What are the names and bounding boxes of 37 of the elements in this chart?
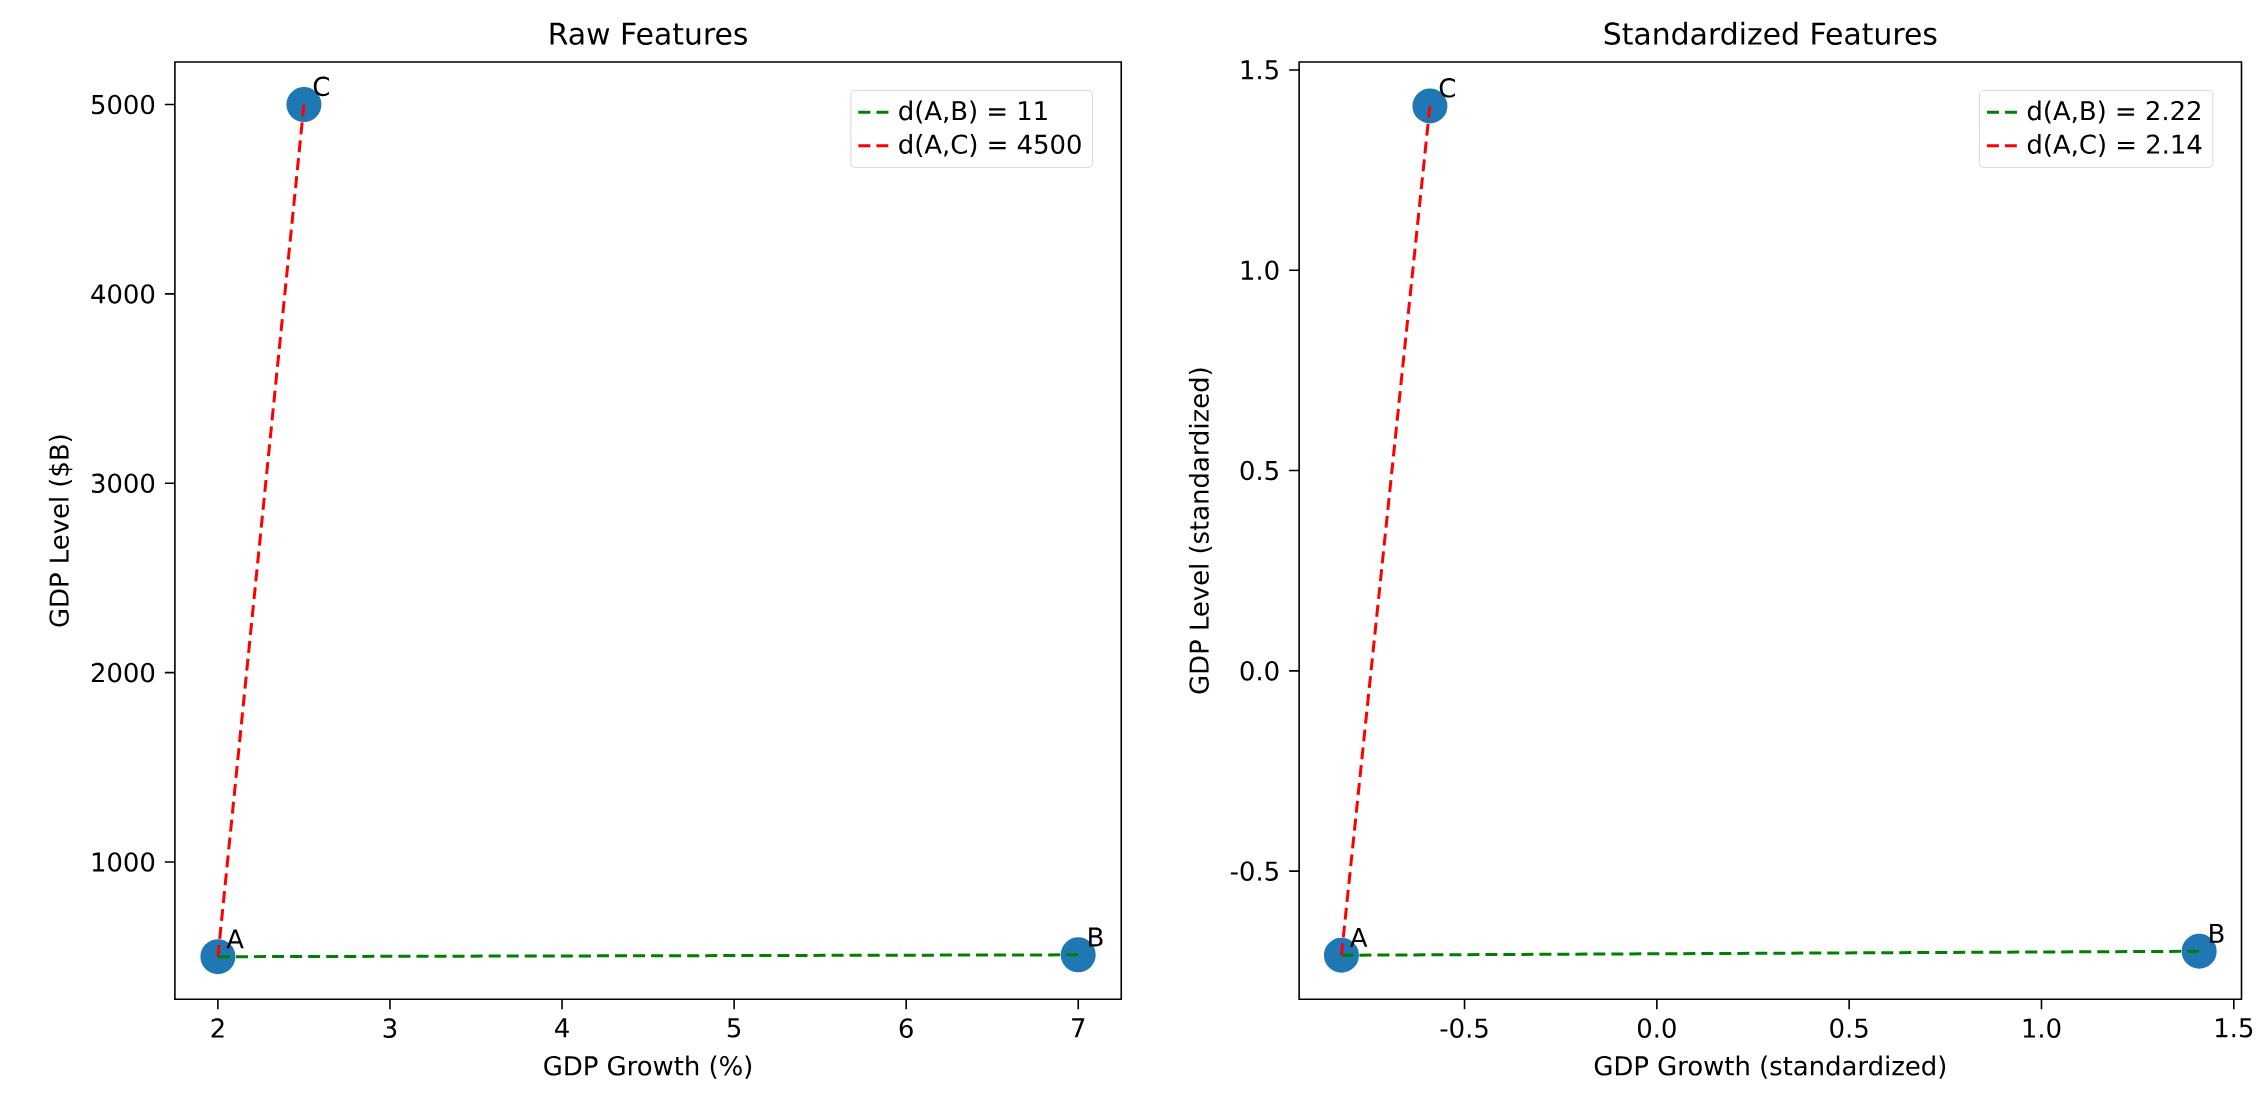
y-tick-label: 0.0 [1240,660,1279,681]
legend-label: d(A,C) = 2.14 [2027,133,2202,157]
x-tick-label: 3 [383,1018,397,1038]
x-tick-label: 4 [555,1018,569,1038]
y-tick-label: 1000 [92,852,155,872]
x-axis-title: GDP Growth (%) [544,1055,752,1079]
x-tick-label: 1.0 [2023,1018,2061,1038]
annotation: B [2210,923,2224,943]
annotation: B [1089,927,1103,947]
x-tick-label: 2 [211,1018,224,1038]
chart-title: Raw Features [550,22,747,45]
y-tick-label: 0.5 [1240,460,1278,481]
x-tick-label: -0.5 [1440,1018,1488,1038]
y-tick-label: 1.5 [1241,60,1278,80]
annotation: A [1350,927,1368,947]
y-tick-label: 3000 [91,473,155,493]
x-tick-label: 6 [899,1018,913,1038]
legend-label: d(A,C) = 4500 [899,133,1081,157]
y-axis-title: GDP Level (standardized) [1188,368,1212,694]
x-tick-label: 1.5 [2216,1018,2253,1038]
y-tick-label: 1.0 [1241,260,1279,280]
legend-label: d(A,B) = 11 [899,100,1047,124]
y-tick-label: -0.5 [1230,861,1278,881]
x-axis-title: GDP Growth (standardized) [1594,1055,1946,1079]
x-tick-label: 5 [727,1018,741,1038]
annotation: C [1439,77,1455,98]
x-tick-label: 7 [1072,1018,1085,1038]
legend-label: d(A,B) = 2.22 [2027,100,2200,124]
annotation: A [226,929,244,949]
x-tick-label: 0.0 [1637,1018,1676,1038]
y-axis-title: GDP Level ($B) [48,435,73,627]
chart-title: Standardized Features [1604,21,1937,45]
x-tick-label: 0.5 [1830,1018,1868,1038]
y-tick-label: 4000 [91,284,155,304]
annotation: C [313,76,329,97]
y-tick-label: 5000 [91,94,155,115]
y-tick-label: 2000 [91,662,155,683]
